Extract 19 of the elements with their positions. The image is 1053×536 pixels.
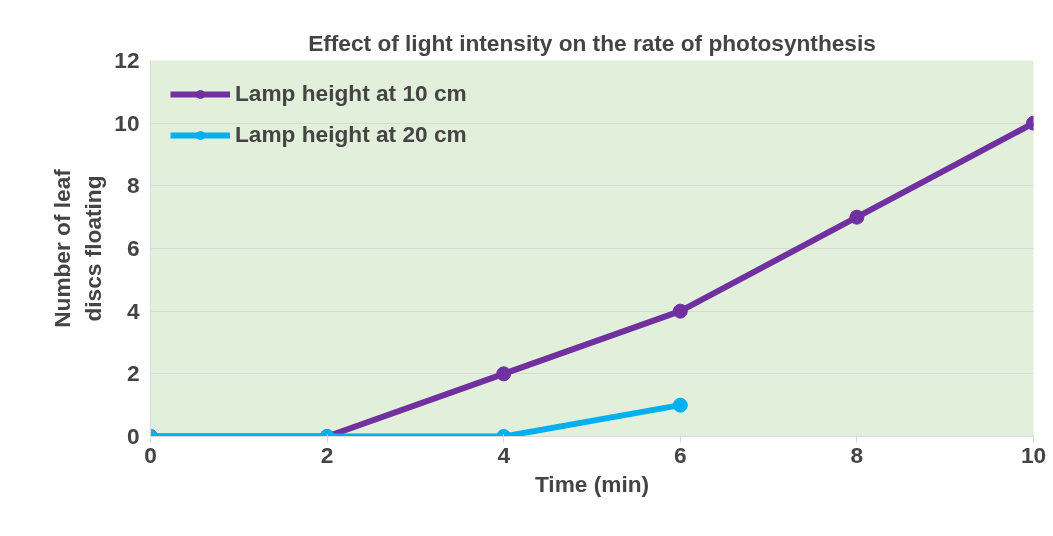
y-tick-label: 2 bbox=[126, 360, 140, 387]
chart-title: Effect of light intensity on the rate of photosynthesis bbox=[308, 29, 876, 56]
point bbox=[672, 303, 688, 319]
y-tick-label: 6 bbox=[126, 235, 140, 261]
y-tick-label: 12 bbox=[114, 47, 140, 73]
x-tick-label: 6 bbox=[674, 441, 687, 468]
y-tick-label: 0 bbox=[126, 423, 140, 449]
x-tick-label: 4 bbox=[497, 441, 511, 468]
x-axis-title: Time (min) bbox=[534, 470, 650, 497]
x-tick-label: 2 bbox=[320, 441, 334, 468]
y-axis-title: Number of leaf discs floating bbox=[49, 168, 107, 328]
y-tick-label: 8 bbox=[126, 172, 140, 199]
legend-label: Lamp height at 10 cm bbox=[235, 80, 467, 107]
x-tick-label: 10 bbox=[1020, 441, 1047, 468]
x-tick-label: 8 bbox=[850, 441, 864, 468]
x-tick-label: 0 bbox=[144, 441, 157, 468]
y-tick-label: 4 bbox=[126, 297, 140, 324]
legend-label: Lamp height at 20 cm bbox=[235, 121, 467, 148]
y-tick-label: 10 bbox=[114, 109, 140, 136]
